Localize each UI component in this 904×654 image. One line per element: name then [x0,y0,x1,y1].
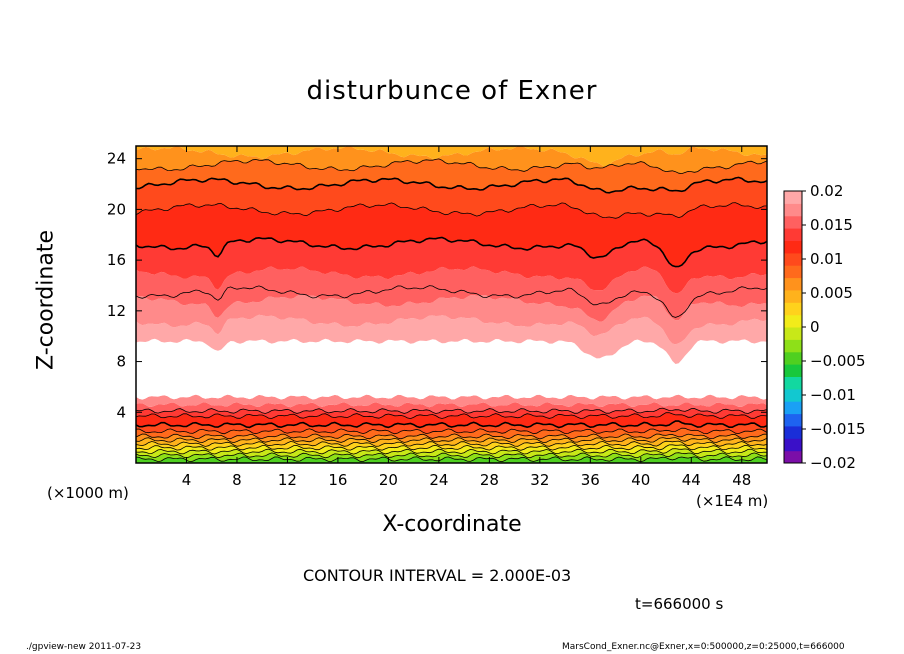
contour-band [136,428,767,439]
y-tick-label: 24 [107,150,126,168]
colorbar-label: −0.015 [810,420,866,438]
colorbar-swatch [784,289,802,303]
colorbar-swatch [784,327,802,340]
x-tick-label: 40 [631,471,650,489]
colorbar-swatch [784,376,802,390]
colorbar [783,190,803,464]
x-tick-label: 24 [429,471,448,489]
y-tick-label: 12 [107,302,126,320]
colorbar-swatch [784,351,802,365]
plot-frame [135,145,768,464]
colorbar-label: 0.02 [810,182,843,200]
colorbar-swatch [784,388,802,402]
colorbar-label: 0.015 [810,216,853,234]
contour-band [136,294,767,345]
colorbar-swatch [784,215,802,229]
contour-line [135,437,768,444]
x-tick-label: 48 [732,471,751,489]
x-tick-label: 32 [530,471,549,489]
x-scale-label: (×1E4 m) [696,492,769,510]
y-tick-label: 16 [107,251,126,269]
colorbar-swatch [784,191,802,204]
x-tick-label: 20 [379,471,398,489]
colorbar-label: 0.01 [810,250,843,268]
x-tick-label: 8 [232,471,242,489]
contour-band [136,146,767,167]
contour-line [135,407,768,414]
contour-band [136,394,767,408]
x-tick-label: 16 [328,471,347,489]
contour-line [135,420,768,429]
colorbar-swatch [784,438,802,452]
colorbar-label: −0.01 [810,386,856,404]
contour-line [135,433,768,440]
colorbar-swatch [784,339,802,353]
contour-line [135,158,768,175]
contour-interval-label: CONTOUR INTERVAL = 2.000E-03 [303,566,572,585]
colorbar-swatch [784,413,802,427]
colorbar-label: 0 [810,318,820,336]
contour-band [136,266,767,322]
contour-line [135,176,768,194]
y-tick-label: 8 [116,353,126,371]
colorbar-swatch [784,252,802,266]
x-axis-label: X-coordinate [382,512,522,537]
x-unit-label: (×1000 m) [47,484,129,502]
contour-line [135,236,768,268]
colorbar-label: −0.02 [810,454,856,472]
contour-band [136,177,767,219]
plot-contours [135,158,768,463]
contour-band [136,402,767,414]
colorbar-swatch [784,425,802,439]
colorbar-swatch [784,314,802,328]
colorbar-swatch [784,302,802,316]
contour-band [136,408,767,419]
footer-left: ./gpview-new 2011-07-23 [26,642,142,652]
contour-line [135,202,768,219]
x-tick-label: 44 [682,471,701,489]
y-axis-label: Z-coordinate [33,230,59,370]
colorbar-swatch [784,401,802,415]
time-label: t=666000 s [635,595,724,613]
contour-band [136,237,767,294]
contour-band [136,314,767,364]
contour-band [136,202,767,267]
contour-band [136,146,767,174]
contour-line [135,440,768,447]
x-tick-label: 12 [278,471,297,489]
contour-line [135,448,768,455]
colorbar-label: 0.005 [810,284,853,302]
colorbar-swatch [784,277,802,291]
colorbar-swatch [784,228,802,241]
colorbar-swatch [784,450,802,464]
footer-right: MarsCond_Exner.nc@Exner,x=0:500000,z=0:2… [562,642,845,652]
contour-line [135,285,768,318]
colorbar-label: −0.005 [810,352,866,370]
contour-band [136,338,767,400]
contour-band [136,158,767,193]
colorbar-swatch [784,203,802,217]
contour-line [135,412,768,420]
x-ticks: 4 8 12 16 20 24 28 32 36 40 44 48 [182,146,751,489]
colorbar-labels: 0.02 0.015 0.01 0.005 0 −0.005 −0.01 −0.015 −0.0… [802,182,866,472]
y-tick-label: 20 [107,200,126,218]
y-tick-label: 4 [116,403,126,421]
y-ticks: 4 8 12 16 20 24 [107,150,767,421]
x-tick-label: 36 [581,471,600,489]
colorbar-swatch [784,240,802,254]
colorbar-swatch [784,265,802,279]
contour-band [136,448,767,458]
contour-line [135,456,768,463]
contour-line [135,444,768,451]
x-tick-label: 4 [182,471,192,489]
contour-line [135,452,768,459]
colorbar-swatch [784,364,802,377]
chart-title: disturbunce of Exner [306,76,598,106]
x-tick-label: 28 [480,471,499,489]
contour-band [136,452,767,462]
plot-bands [136,146,767,463]
contour-line [135,427,768,435]
